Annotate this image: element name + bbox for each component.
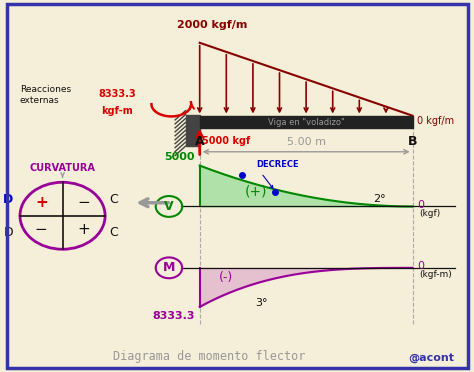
Text: 0: 0 (417, 261, 424, 271)
Text: 2°: 2° (373, 194, 386, 204)
Text: 2000 kgf/m: 2000 kgf/m (177, 20, 247, 31)
Text: Viga en "voladizo": Viga en "voladizo" (268, 118, 345, 126)
Text: +: + (35, 195, 48, 210)
Text: 8333.3: 8333.3 (98, 89, 136, 99)
Text: 0: 0 (417, 200, 424, 209)
Text: kgf-m: kgf-m (101, 106, 133, 116)
Text: M: M (163, 262, 175, 274)
Text: 5000: 5000 (164, 152, 195, 162)
Text: C: C (109, 226, 118, 239)
Text: 5.00 m: 5.00 m (287, 137, 326, 147)
Text: (kgf-m): (kgf-m) (419, 270, 452, 279)
Text: (kgf): (kgf) (419, 209, 441, 218)
Bar (185, 115, 200, 146)
Text: 5000 kgf: 5000 kgf (202, 136, 250, 145)
Text: 8333.3: 8333.3 (153, 311, 195, 321)
Text: 3°: 3° (255, 298, 267, 308)
Text: A: A (195, 135, 204, 148)
Text: DECRECE: DECRECE (256, 160, 299, 169)
Text: B: B (408, 135, 417, 148)
Text: (-): (-) (219, 271, 233, 283)
Text: Diagrama de momento flector: Diagrama de momento flector (113, 350, 305, 363)
Text: Reacciones
externas: Reacciones externas (20, 85, 71, 105)
Bar (200, 116, 412, 128)
Text: CURVATURA: CURVATURA (29, 163, 95, 173)
Text: V: V (164, 200, 174, 213)
Text: −: − (35, 222, 48, 237)
Text: @acont: @acont (409, 353, 455, 363)
Text: 0 kgf/m: 0 kgf/m (417, 116, 455, 126)
Text: −: − (77, 195, 90, 210)
Text: C: C (109, 193, 118, 205)
Text: D: D (3, 193, 13, 205)
Text: (+): (+) (245, 185, 268, 199)
Text: D: D (3, 226, 13, 239)
Text: +: + (77, 222, 90, 237)
